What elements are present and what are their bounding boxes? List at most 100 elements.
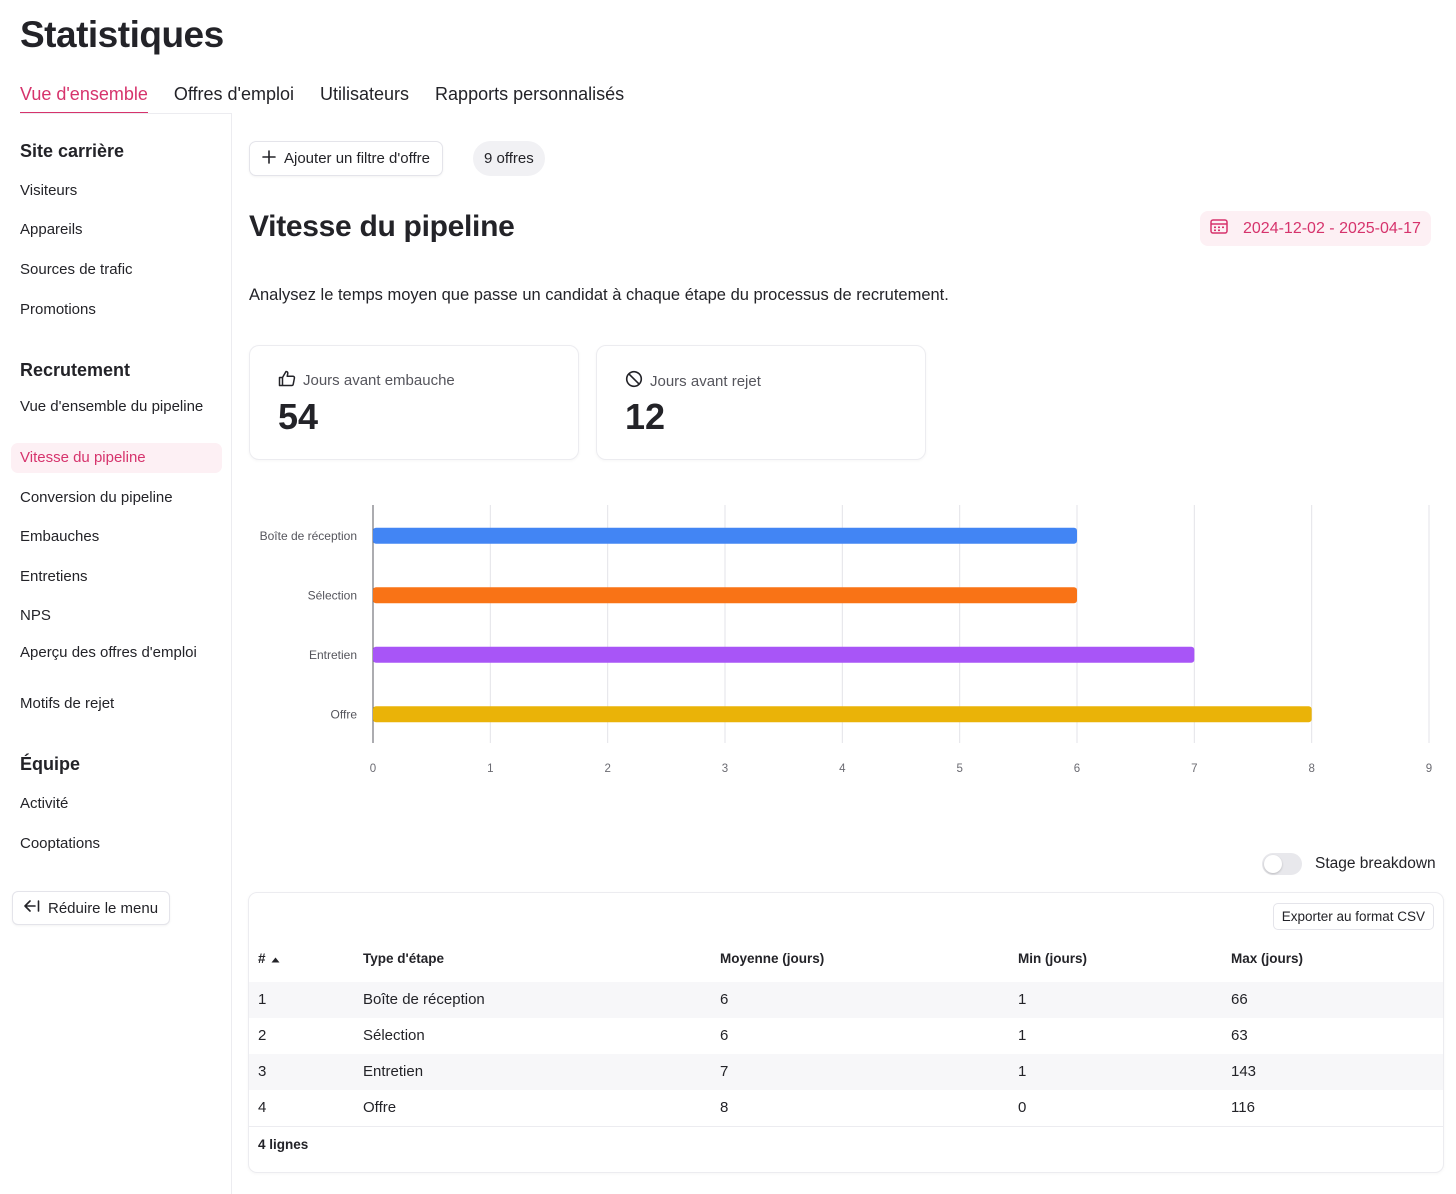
table-cell: Entretien xyxy=(363,1063,424,1080)
sidebar-item-sources-trafic[interactable]: Sources de trafic xyxy=(20,261,133,278)
x-tick-label: 4 xyxy=(839,763,846,775)
table-row: 3 Entretien 7 1 143 xyxy=(249,1054,1443,1090)
table-cell: 116 xyxy=(1231,1099,1255,1116)
ban-icon xyxy=(625,370,643,392)
table-cell: 6 xyxy=(720,1027,729,1044)
sidebar-item-conversion-pipeline[interactable]: Conversion du pipeline xyxy=(20,489,173,506)
tab-offres-emploi[interactable]: Offres d'emploi xyxy=(173,84,295,104)
tab-utilisateurs[interactable]: Utilisateurs xyxy=(320,84,410,104)
table-cell: 1 xyxy=(258,991,267,1008)
table-cell: 1 xyxy=(1018,991,1027,1008)
export-csv-button[interactable]: Exporter au format CSV xyxy=(1272,903,1434,930)
section-description: Analysez le temps moyen que passe un can… xyxy=(249,286,949,304)
sidebar-item-visiteurs[interactable]: Visiteurs xyxy=(20,182,78,199)
x-tick-label: 7 xyxy=(1191,763,1197,775)
table-cell: 6 xyxy=(720,991,729,1008)
x-tick-label: 2 xyxy=(604,763,610,775)
kpi-value: 12 xyxy=(625,396,666,437)
date-range-picker[interactable]: 2024-12-02 - 2025-04-17 xyxy=(1200,211,1431,246)
sidebar-section-site-carriere: Site carrière xyxy=(20,141,125,161)
calendar-icon xyxy=(1210,218,1228,239)
column-header-average[interactable]: Moyenne (jours) xyxy=(720,951,825,966)
sidebar-item-entretiens[interactable]: Entretiens xyxy=(20,568,88,585)
plus-icon xyxy=(262,149,276,168)
kpi-card-reject: Jours avant rejet 12 xyxy=(596,345,926,460)
table-cell: 63 xyxy=(1231,1027,1248,1044)
tab-rapports-personnalises[interactable]: Rapports personnalisés xyxy=(435,84,625,104)
page-title: Statistiques xyxy=(20,14,224,55)
toggle-knob xyxy=(1264,855,1282,873)
section-title: Vitesse du pipeline xyxy=(249,210,515,243)
column-header-index[interactable]: # xyxy=(258,951,280,966)
add-job-filter-label: Ajouter un filtre d'offre xyxy=(284,150,431,167)
table-row: 4 Offre 8 0 116 xyxy=(249,1090,1443,1126)
table-row: 2 Sélection 6 1 63 xyxy=(249,1018,1443,1054)
sidebar-item-embauches[interactable]: Embauches xyxy=(20,528,100,545)
collapse-menu-label: Réduire le menu xyxy=(48,899,159,917)
y-category-label: Entretien xyxy=(309,648,357,662)
table-row-count: 4 lignes xyxy=(258,1137,309,1152)
sidebar-item-nps[interactable]: NPS xyxy=(20,607,51,624)
sidebar-item-vue-ensemble-pipeline[interactable]: Vue d'ensemble du pipeline xyxy=(20,398,204,415)
sort-ascending-icon xyxy=(271,951,280,966)
date-range-label: 2024-12-02 - 2025-04-17 xyxy=(1243,219,1421,237)
x-tick-label: 5 xyxy=(956,763,962,775)
sidebar-item-promotions[interactable]: Promotions xyxy=(20,301,96,318)
x-tick-label: 8 xyxy=(1308,763,1314,775)
kpi-card-hire: Jours avant embauche 54 xyxy=(249,345,579,460)
table-cell: 1 xyxy=(1018,1063,1027,1080)
x-tick-label: 0 xyxy=(370,763,376,775)
stage-breakdown-toggle-row: Stage breakdown xyxy=(1262,853,1436,875)
stage-table-card: Exporter au format CSV # Type d'étape Mo… xyxy=(248,892,1444,1173)
job-count-badge: 9 offres xyxy=(473,141,545,176)
sidebar-item-vitesse-pipeline[interactable]: Vitesse du pipeline xyxy=(11,443,222,473)
sidebar-item-cooptations[interactable]: Cooptations xyxy=(20,835,101,852)
pipeline-speed-chart: 0 1 2 3 4 5 6 7 8 9 Boîte de réception Sélection Ent… xyxy=(260,505,1432,775)
table-cell: 143 xyxy=(1231,1063,1257,1080)
table-cell: Sélection xyxy=(363,1027,425,1044)
x-tick-label: 1 xyxy=(487,763,493,775)
sidebar-section-equipe: Équipe xyxy=(20,754,81,774)
sidebar: Site carrière Visiteurs Appareils Source… xyxy=(0,114,232,1194)
x-tick-label: 6 xyxy=(1074,763,1080,775)
table-cell: 0 xyxy=(1018,1099,1027,1116)
top-tabs: Vue d'ensemble Offres d'emploi Utilisate… xyxy=(20,80,650,114)
y-category-label: Boîte de réception xyxy=(260,529,357,543)
kpi-label-row: Jours avant rejet xyxy=(625,370,761,392)
column-header-label: # xyxy=(258,951,266,966)
table-footer-divider xyxy=(249,1126,1443,1127)
tab-vue-ensemble[interactable]: Vue d'ensemble xyxy=(20,80,148,114)
table-cell: 8 xyxy=(720,1099,729,1116)
table-cell: 66 xyxy=(1231,991,1248,1008)
sidebar-section-recrutement: Recrutement xyxy=(20,360,131,380)
sidebar-item-motifs-rejet[interactable]: Motifs de rejet xyxy=(20,695,115,712)
x-tick-label: 9 xyxy=(1426,763,1432,775)
collapse-menu-button[interactable]: Réduire le menu xyxy=(12,891,171,925)
add-job-filter-button[interactable]: Ajouter un filtre d'offre xyxy=(249,141,444,176)
collapse-arrow-icon xyxy=(24,899,40,917)
sidebar-item-apercu-offres[interactable]: Aperçu des offres d'emploi xyxy=(20,644,197,661)
bar-3 xyxy=(373,646,1195,663)
table-cell: 1 xyxy=(1018,1027,1027,1044)
y-category-label: Sélection xyxy=(308,588,357,602)
stage-breakdown-toggle[interactable] xyxy=(1262,853,1302,875)
table-cell: 7 xyxy=(720,1063,729,1080)
kpi-label-row: Jours avant embauche xyxy=(278,370,455,391)
kpi-label-text: Jours avant rejet xyxy=(650,372,761,390)
y-category-label: Offre xyxy=(331,707,358,721)
column-header-min[interactable]: Min (jours) xyxy=(1018,951,1087,966)
sidebar-item-appareils[interactable]: Appareils xyxy=(20,221,83,238)
table-cell: 4 xyxy=(258,1099,267,1116)
bar-1 xyxy=(373,527,1077,544)
kpi-label-text: Jours avant embauche xyxy=(303,372,455,389)
column-header-max[interactable]: Max (jours) xyxy=(1231,951,1304,966)
sidebar-item-activite[interactable]: Activité xyxy=(20,795,69,812)
column-header-stage-type[interactable]: Type d'étape xyxy=(363,951,444,966)
thumbs-up-icon xyxy=(278,370,296,391)
table-cell: 3 xyxy=(258,1063,267,1080)
bar-2 xyxy=(373,587,1077,604)
stage-breakdown-label: Stage breakdown xyxy=(1315,855,1436,872)
table-cell: Boîte de réception xyxy=(363,991,485,1008)
tabs-divider xyxy=(20,113,232,114)
x-tick-label: 3 xyxy=(722,763,728,775)
